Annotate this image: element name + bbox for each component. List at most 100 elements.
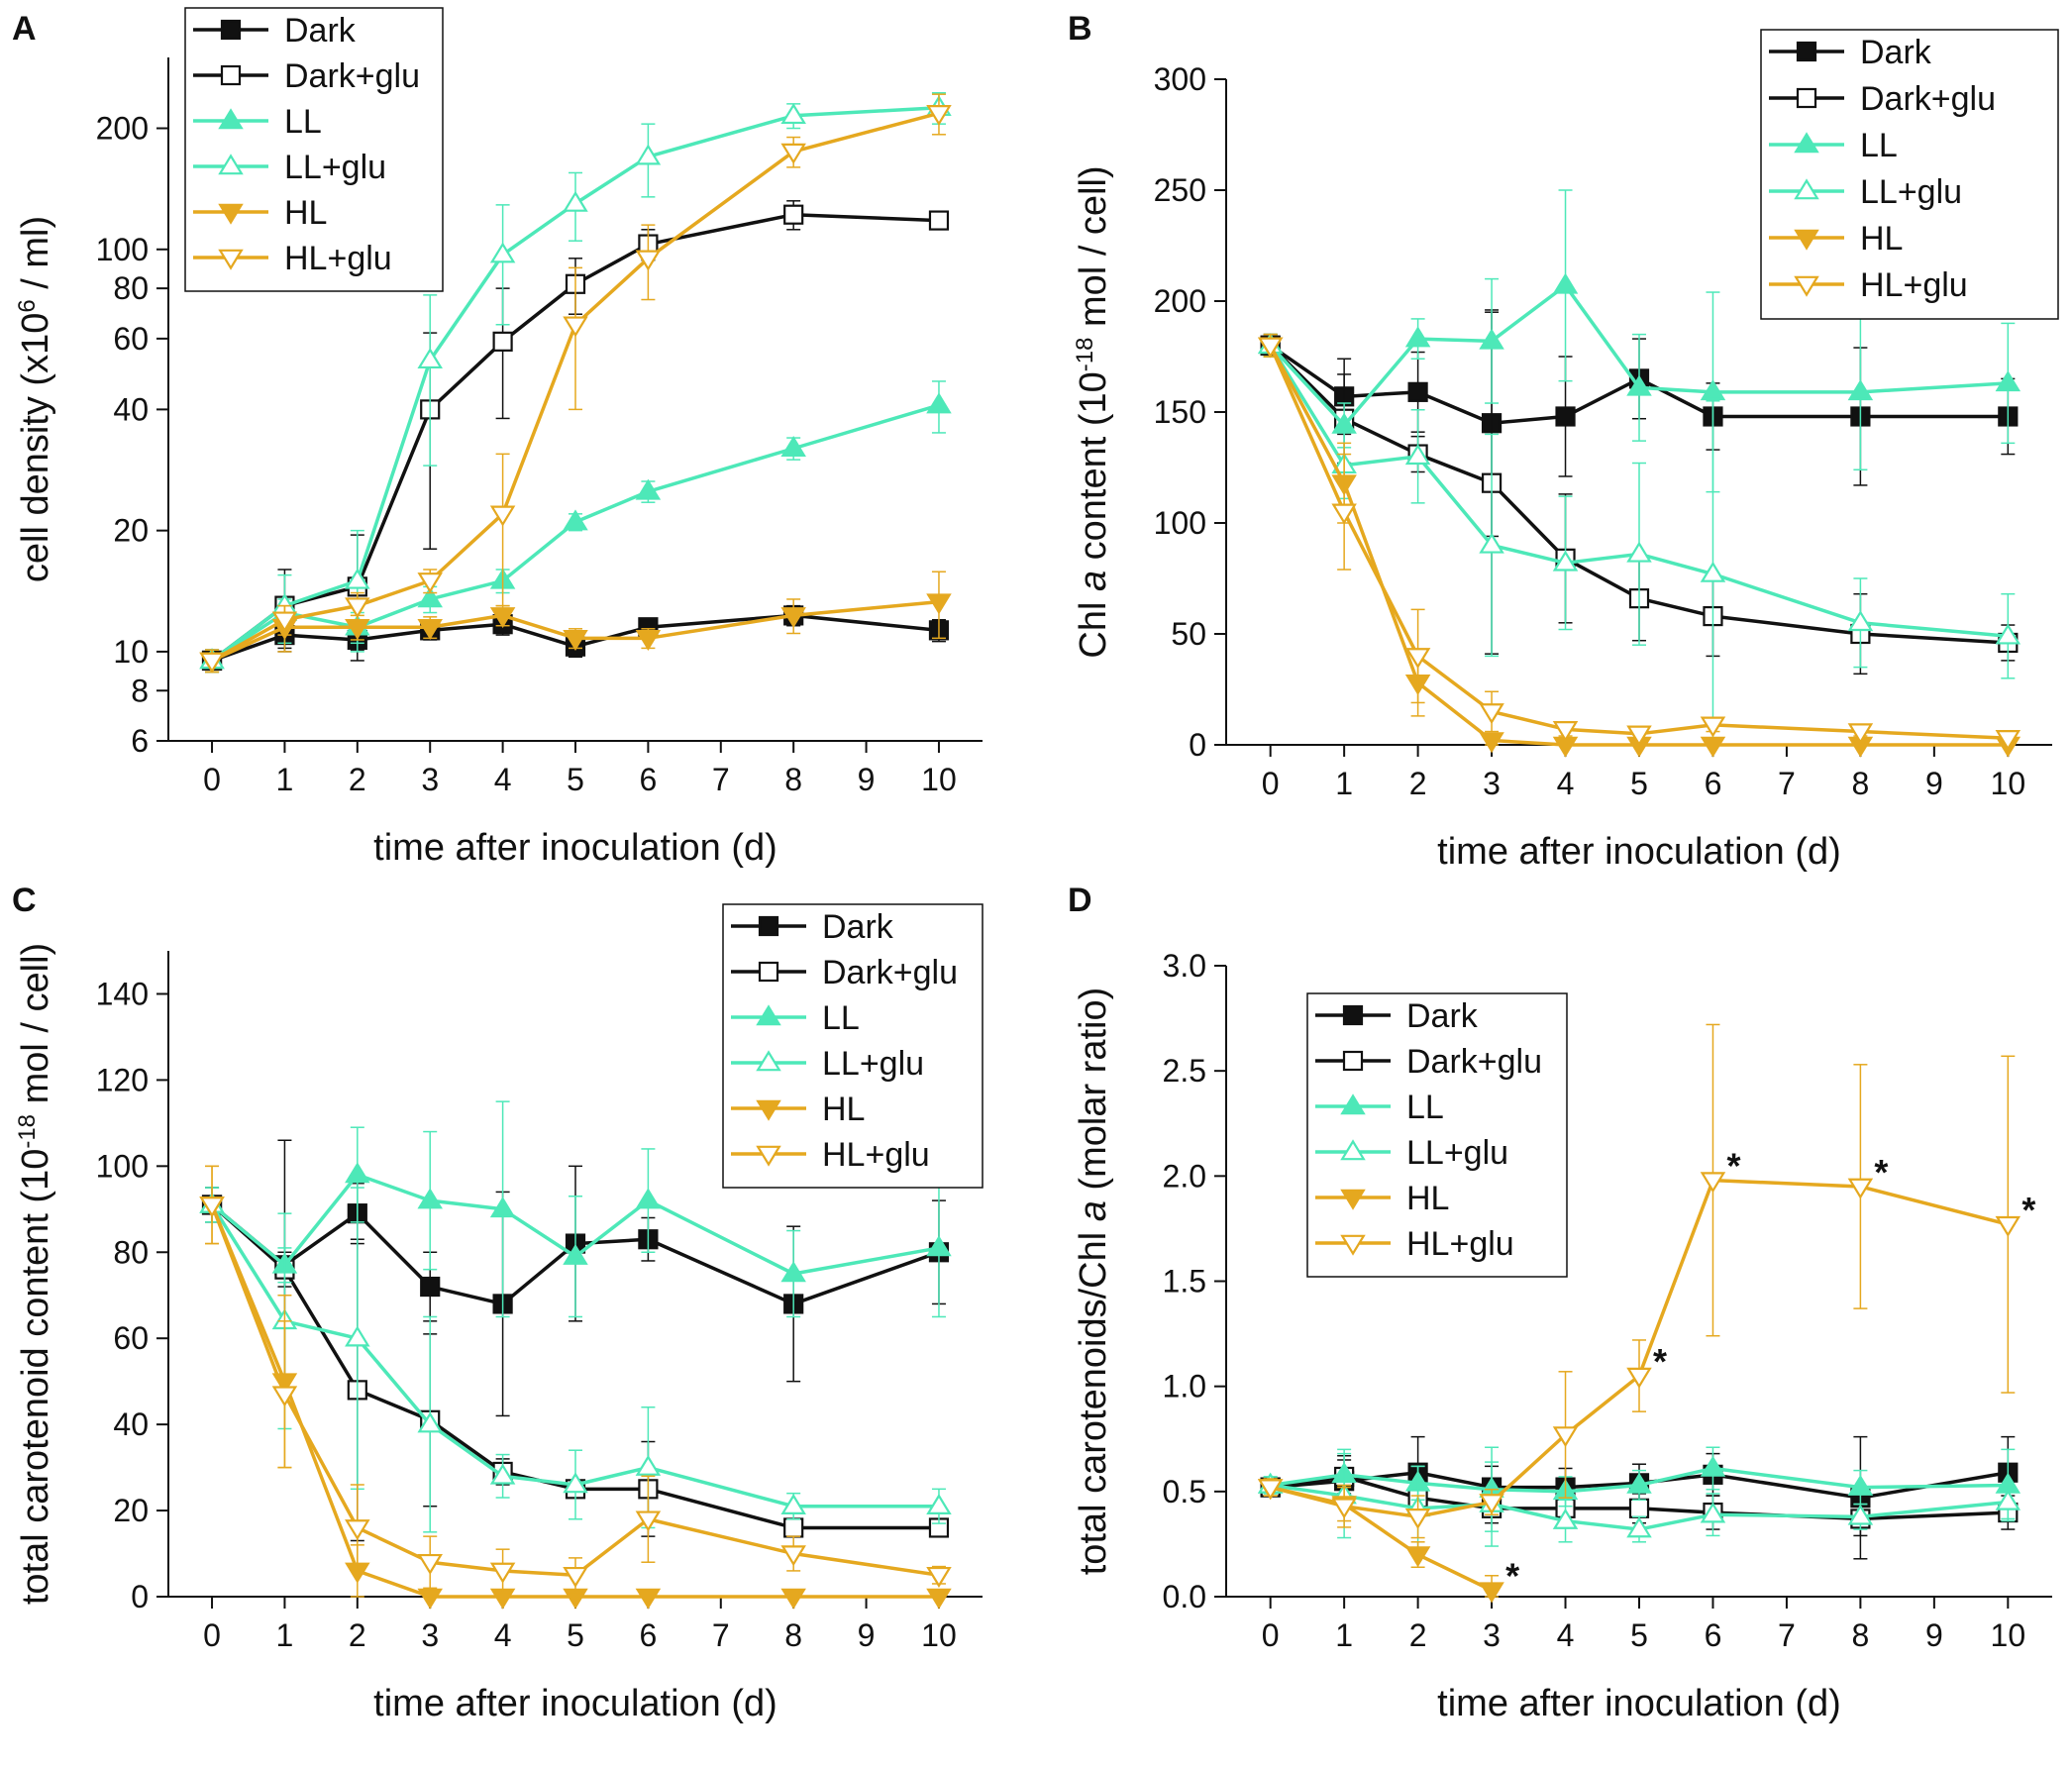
data-point xyxy=(1626,374,1652,396)
data-point xyxy=(563,1472,588,1494)
significance-star: * xyxy=(1505,1556,1519,1597)
x-tick-label: 3 xyxy=(421,1617,439,1653)
x-tick-label: 4 xyxy=(1557,766,1575,801)
data-point xyxy=(1479,532,1504,554)
significance-star: * xyxy=(1874,1152,1888,1193)
panel-letter: C xyxy=(12,882,37,919)
legend-marker xyxy=(1794,275,1819,297)
legend: Dark Dark+glu LL LL+glu HL HL+glu xyxy=(722,903,984,1189)
data-point xyxy=(420,1276,441,1298)
legend-label: HL xyxy=(822,1091,865,1128)
y-tick-label: 8 xyxy=(131,673,149,708)
legend-item-hl-glu: HL+glu xyxy=(1769,266,1968,304)
data-point xyxy=(489,1562,516,1584)
data-point xyxy=(635,1510,662,1532)
x-tick-label: 10 xyxy=(921,762,957,797)
data-point xyxy=(1404,444,1431,466)
legend-marker xyxy=(220,19,242,41)
data-point xyxy=(417,348,443,369)
data-point xyxy=(780,1493,806,1515)
legend-marker xyxy=(1342,1004,1364,1026)
significance-star: * xyxy=(2021,1190,2035,1230)
data-point xyxy=(1847,610,1874,632)
data-point xyxy=(780,1588,806,1610)
legend-item-ll-glu: LL+glu xyxy=(731,1045,924,1083)
x-tick-label: 4 xyxy=(494,762,512,797)
data-point xyxy=(635,1188,662,1209)
data-point xyxy=(780,436,806,458)
x-tick-label: 8 xyxy=(784,762,802,797)
data-point xyxy=(780,1261,806,1283)
legend-label: LL+glu xyxy=(1860,173,1962,211)
y-tick-label: 200 xyxy=(1154,283,1206,319)
x-tick-label: 1 xyxy=(1335,766,1353,801)
data-point xyxy=(271,1386,298,1407)
x-tick-label: 5 xyxy=(567,1617,584,1653)
legend-item-ll-glu: LL+glu xyxy=(1769,173,1962,211)
significance-star: * xyxy=(1653,1341,1667,1382)
y-axis-title: Chl a content (10-18 mol / cell) xyxy=(1072,165,1115,658)
legend-label: Dark xyxy=(1860,34,1932,71)
data-point xyxy=(1995,623,2021,645)
data-point xyxy=(926,105,952,127)
series-ll-glu xyxy=(199,1187,952,1533)
data-point xyxy=(1995,1215,2021,1237)
legend-label: LL+glu xyxy=(284,149,386,186)
data-point xyxy=(1404,1509,1431,1530)
data-point xyxy=(417,1588,443,1610)
x-tick-label: 6 xyxy=(639,1617,657,1653)
legend: Dark Dark+glu LL LL+glu HL HL+glu xyxy=(1306,992,1568,1278)
x-tick-label: 10 xyxy=(1991,766,2026,801)
legend-marker xyxy=(1340,1093,1366,1115)
legend-marker xyxy=(758,961,779,983)
data-point xyxy=(926,1493,952,1515)
panel-letter: B xyxy=(1068,10,1092,48)
data-point xyxy=(1331,503,1357,525)
data-point xyxy=(345,1519,370,1541)
x-tick-label: 5 xyxy=(1630,1617,1648,1653)
x-tick-label: 4 xyxy=(1557,1617,1575,1653)
x-tick-label: 8 xyxy=(784,1617,802,1653)
data-point xyxy=(928,210,950,231)
data-point xyxy=(417,572,443,594)
legend-item-dark-glu: Dark+glu xyxy=(731,954,958,991)
data-point xyxy=(926,1566,952,1588)
legend-marker xyxy=(1796,87,1817,109)
legend-label: Dark+glu xyxy=(822,954,958,991)
data-point xyxy=(1700,716,1726,738)
legend-label: HL+glu xyxy=(1860,266,1968,304)
legend-marker xyxy=(1340,1234,1366,1256)
data-point xyxy=(563,630,588,652)
x-tick-label: 8 xyxy=(1851,766,1869,801)
data-point xyxy=(563,1566,588,1588)
legend-label: HL+glu xyxy=(284,240,392,277)
y-tick-label: 0.0 xyxy=(1163,1579,1206,1614)
legend-item-dark: Dark xyxy=(1315,997,1479,1035)
data-point xyxy=(1628,1498,1650,1518)
panel-d: D 0 1 2 3 4 5 6 7 8 9 10 0.0 0.5 1.0 1.5 2.0 2.5 3.0 time a… xyxy=(1068,882,2052,1724)
legend-marker xyxy=(1796,41,1817,62)
data-point xyxy=(780,143,806,164)
legend-item-ll-glu: LL+glu xyxy=(1315,1134,1508,1172)
x-axis-title: time after inoculation (d) xyxy=(1437,831,1841,873)
data-point xyxy=(489,242,516,263)
legend-item-hl-glu: HL+glu xyxy=(731,1136,930,1174)
legend-item-hl-glu: HL+glu xyxy=(193,240,392,277)
x-tick-label: 2 xyxy=(1409,1617,1427,1653)
x-tick-label: 1 xyxy=(1335,1617,1353,1653)
data-point xyxy=(783,204,804,225)
data-point xyxy=(635,1454,662,1476)
legend-label: Dark+glu xyxy=(1406,1043,1542,1081)
legend-marker xyxy=(756,1004,781,1026)
legend-item-hl: HL xyxy=(193,194,327,232)
y-tick-label: 6 xyxy=(131,723,149,759)
series-hl-glu xyxy=(1257,333,2021,752)
data-point xyxy=(1479,1582,1504,1604)
data-point xyxy=(1626,1367,1652,1389)
data-point xyxy=(635,250,662,271)
data-point xyxy=(635,1588,662,1610)
y-tick-label: 1.5 xyxy=(1163,1264,1206,1300)
